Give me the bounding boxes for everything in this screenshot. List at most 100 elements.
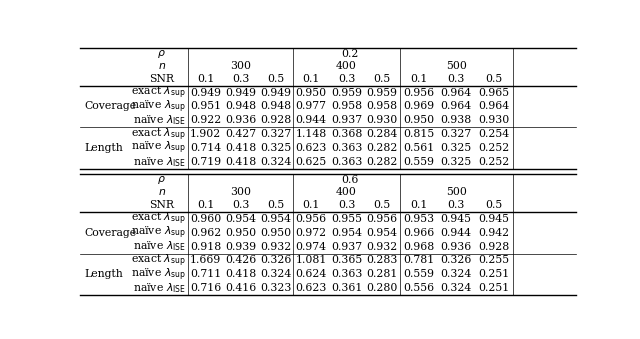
- Text: 0.255: 0.255: [478, 256, 509, 265]
- Text: 0.944: 0.944: [441, 228, 472, 238]
- Text: 0.363: 0.363: [331, 270, 362, 279]
- Text: 0.922: 0.922: [190, 115, 221, 125]
- Text: 0.950: 0.950: [225, 228, 256, 238]
- Text: 0.964: 0.964: [478, 101, 509, 112]
- Text: 1.902: 1.902: [190, 129, 221, 139]
- Text: 0.936: 0.936: [225, 115, 257, 125]
- Text: 0.625: 0.625: [296, 157, 326, 167]
- Text: 0.944: 0.944: [296, 115, 326, 125]
- Text: 0.326: 0.326: [260, 256, 291, 265]
- Text: 0.977: 0.977: [296, 101, 326, 112]
- Text: 0.716: 0.716: [190, 283, 221, 293]
- Text: 0.282: 0.282: [367, 157, 398, 167]
- Text: 0.281: 0.281: [367, 270, 398, 279]
- Text: 0.949: 0.949: [260, 87, 291, 98]
- Text: 0.3: 0.3: [338, 74, 355, 84]
- Text: 0.325: 0.325: [440, 157, 472, 167]
- Text: 0.623: 0.623: [296, 143, 327, 153]
- Text: 0.950: 0.950: [296, 87, 326, 98]
- Text: 0.254: 0.254: [478, 129, 509, 139]
- Text: 0.327: 0.327: [260, 129, 291, 139]
- Text: 0.939: 0.939: [225, 242, 256, 252]
- Text: 0.958: 0.958: [367, 101, 397, 112]
- Text: 0.954: 0.954: [260, 214, 291, 224]
- Text: 0.5: 0.5: [485, 74, 502, 84]
- Text: 0.368: 0.368: [331, 129, 362, 139]
- Text: Length: Length: [84, 143, 123, 153]
- Text: 300: 300: [230, 187, 252, 197]
- Text: 0.1: 0.1: [302, 200, 320, 210]
- Text: 0.962: 0.962: [190, 228, 221, 238]
- Text: 300: 300: [230, 61, 252, 71]
- Text: 1.081: 1.081: [296, 256, 327, 265]
- Text: 0.418: 0.418: [225, 143, 257, 153]
- Text: 0.325: 0.325: [440, 143, 472, 153]
- Text: 0.948: 0.948: [225, 101, 256, 112]
- Text: 0.928: 0.928: [260, 115, 291, 125]
- Text: 0.251: 0.251: [478, 283, 509, 293]
- Text: 0.959: 0.959: [367, 87, 397, 98]
- Text: 0.965: 0.965: [478, 87, 509, 98]
- Text: 0.930: 0.930: [478, 115, 509, 125]
- Text: 0.5: 0.5: [267, 200, 284, 210]
- Text: 0.280: 0.280: [367, 283, 398, 293]
- Text: 0.945: 0.945: [441, 214, 472, 224]
- Text: 0.956: 0.956: [296, 214, 326, 224]
- Text: 0.954: 0.954: [225, 214, 256, 224]
- Text: 0.6: 0.6: [342, 175, 359, 185]
- Text: 0.623: 0.623: [296, 283, 327, 293]
- Text: 0.284: 0.284: [367, 129, 398, 139]
- Text: 0.918: 0.918: [190, 242, 221, 252]
- Text: 0.252: 0.252: [478, 143, 509, 153]
- Text: 0.969: 0.969: [403, 101, 435, 112]
- Text: 0.968: 0.968: [403, 242, 435, 252]
- Text: 0.815: 0.815: [403, 129, 435, 139]
- Text: 500: 500: [446, 61, 467, 71]
- Text: 0.327: 0.327: [440, 129, 472, 139]
- Text: 0.949: 0.949: [190, 87, 221, 98]
- Text: naïve $\lambda_{\mathrm{ISE}}$: naïve $\lambda_{\mathrm{ISE}}$: [133, 240, 186, 254]
- Text: 0.325: 0.325: [260, 143, 291, 153]
- Text: Coverage: Coverage: [84, 101, 136, 112]
- Text: 0.942: 0.942: [478, 228, 509, 238]
- Text: 0.964: 0.964: [441, 87, 472, 98]
- Text: 0.938: 0.938: [440, 115, 472, 125]
- Text: Length: Length: [84, 270, 123, 279]
- Text: 0.1: 0.1: [302, 74, 320, 84]
- Text: 0.418: 0.418: [225, 157, 257, 167]
- Text: 0.283: 0.283: [367, 256, 398, 265]
- Text: 0.365: 0.365: [331, 256, 362, 265]
- Text: 0.324: 0.324: [440, 283, 472, 293]
- Text: 0.966: 0.966: [403, 228, 435, 238]
- Text: 0.5: 0.5: [267, 74, 284, 84]
- Text: 0.972: 0.972: [296, 228, 326, 238]
- Text: 0.427: 0.427: [225, 129, 256, 139]
- Text: 400: 400: [336, 61, 357, 71]
- Text: 0.324: 0.324: [260, 157, 291, 167]
- Text: 0.5: 0.5: [374, 74, 391, 84]
- Text: 0.3: 0.3: [232, 74, 250, 84]
- Text: Coverage: Coverage: [84, 228, 136, 238]
- Text: 0.948: 0.948: [260, 101, 291, 112]
- Text: 1.669: 1.669: [190, 256, 221, 265]
- Text: 0.930: 0.930: [367, 115, 398, 125]
- Text: 0.561: 0.561: [403, 143, 435, 153]
- Text: 500: 500: [446, 187, 467, 197]
- Text: naïve $\lambda_{\mathrm{ISE}}$: naïve $\lambda_{\mathrm{ISE}}$: [133, 114, 186, 127]
- Text: exact $\lambda_{\sup}$: exact $\lambda_{\sup}$: [131, 126, 186, 142]
- Text: 0.282: 0.282: [367, 143, 398, 153]
- Text: 1.148: 1.148: [296, 129, 326, 139]
- Text: naïve $\lambda_{\mathrm{ISE}}$: naïve $\lambda_{\mathrm{ISE}}$: [133, 281, 186, 295]
- Text: 0.363: 0.363: [331, 157, 362, 167]
- Text: 0.3: 0.3: [338, 200, 355, 210]
- Text: 0.932: 0.932: [367, 242, 398, 252]
- Text: 0.1: 0.1: [410, 74, 428, 84]
- Text: 0.714: 0.714: [190, 143, 221, 153]
- Text: 0.1: 0.1: [197, 74, 214, 84]
- Text: 0.937: 0.937: [331, 242, 362, 252]
- Text: 0.323: 0.323: [260, 283, 291, 293]
- Text: 0.324: 0.324: [440, 270, 472, 279]
- Text: 0.1: 0.1: [197, 200, 214, 210]
- Text: 0.951: 0.951: [190, 101, 221, 112]
- Text: 0.950: 0.950: [260, 228, 291, 238]
